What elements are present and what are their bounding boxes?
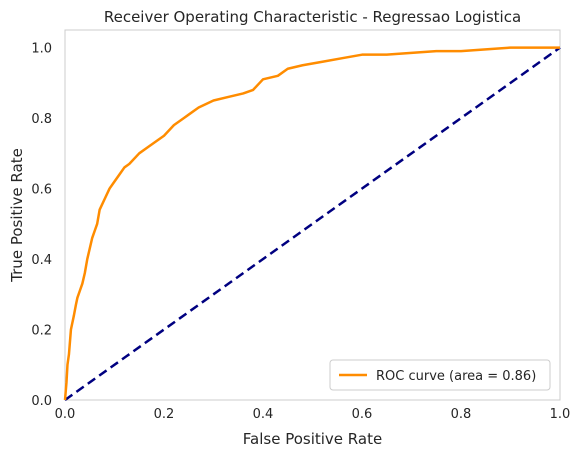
y-tick-label: 0.2 bbox=[31, 324, 52, 339]
x-tick-label: 0.8 bbox=[451, 407, 472, 422]
chance-diagonal-line bbox=[64, 46, 561, 402]
x-axis-ticks: 0.0 0.2 0.4 0.6 0.8 1.0 bbox=[55, 407, 571, 422]
legend: ROC curve (area = 0.86) bbox=[329, 359, 551, 391]
legend-box bbox=[329, 359, 551, 391]
y-tick-label: 0.8 bbox=[31, 112, 52, 127]
x-tick-label: 0.6 bbox=[352, 407, 373, 422]
y-axis-label: True Positive Rate bbox=[8, 148, 26, 283]
legend-label-roc-curve: ROC curve (area = 0.86) bbox=[376, 369, 536, 384]
chart-title: Receiver Operating Characteristic - Regr… bbox=[104, 8, 521, 26]
plot-frame bbox=[64, 29, 561, 401]
y-axis-ticks: 0.0 0.2 0.4 0.6 0.8 1.0 bbox=[31, 42, 52, 409]
y-tick-label: 0.6 bbox=[31, 183, 52, 198]
x-tick-label: 0.2 bbox=[154, 407, 175, 422]
y-tick-label: 1.0 bbox=[31, 42, 52, 57]
x-tick-label: 0.0 bbox=[55, 407, 76, 422]
roc-curve-line bbox=[63, 46, 560, 401]
y-tick-label: 0.4 bbox=[31, 253, 52, 268]
series-layer bbox=[63, 46, 561, 402]
x-axis-label: False Positive Rate bbox=[243, 430, 382, 448]
y-tick-label: 0.0 bbox=[31, 394, 52, 409]
x-tick-label: 0.4 bbox=[253, 407, 274, 422]
x-tick-label: 1.0 bbox=[550, 407, 571, 422]
